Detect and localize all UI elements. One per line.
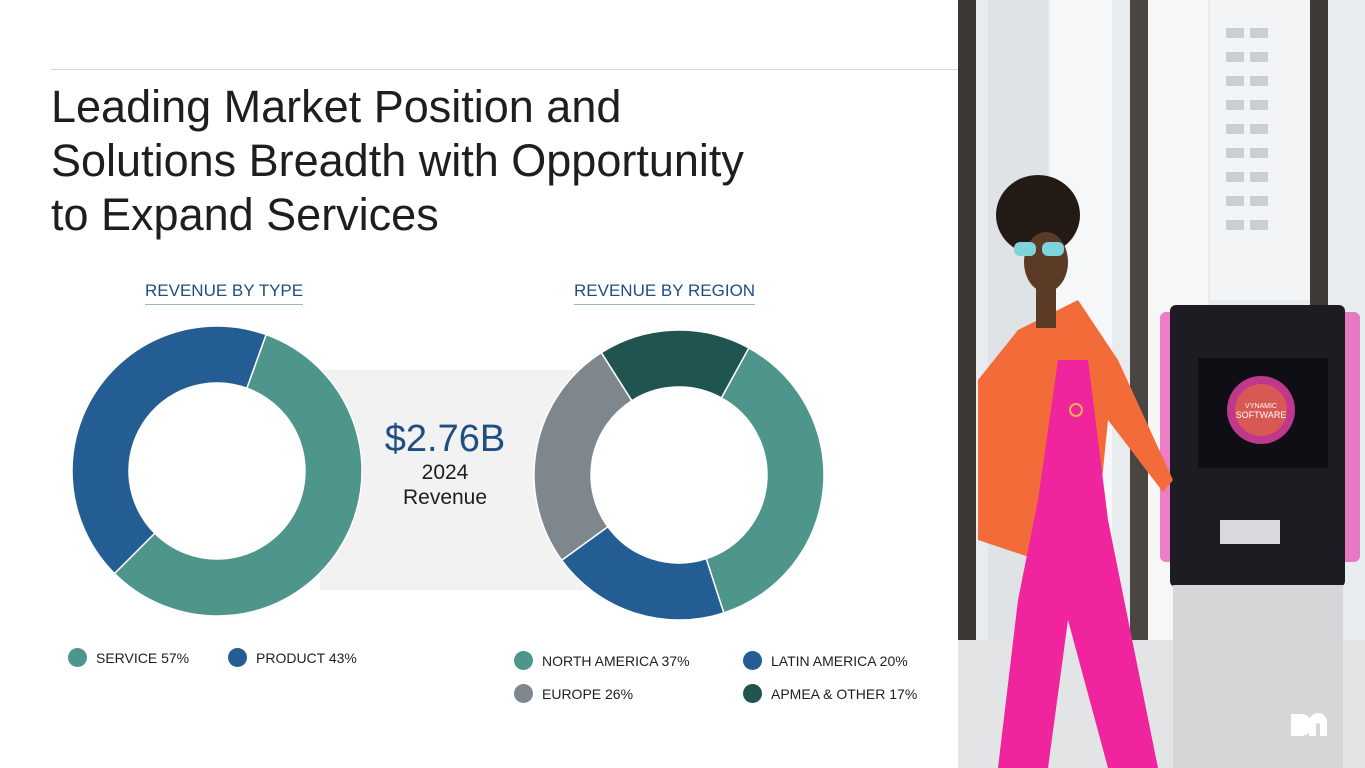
chart-title-revenue-by-region: REVENUE BY REGION	[574, 281, 756, 305]
donut-chart-revenue-by-type	[71, 325, 363, 617]
legend-item-product: PRODUCT 43%	[228, 648, 357, 667]
title-line: Solutions Breadth with Opportunity	[51, 135, 744, 186]
legend-swatch	[514, 651, 533, 670]
legend-label: PRODUCT 43%	[256, 649, 357, 666]
atm-screen-text: SOFTWARE	[1236, 410, 1287, 420]
revenue-amount: $2.76B	[384, 418, 506, 460]
legend-swatch	[743, 651, 762, 670]
title-line: to Expand Services	[51, 189, 439, 240]
legend-label: NORTH AMERICA 37%	[542, 652, 690, 669]
legend-label: EUROPE 26%	[542, 685, 634, 702]
chart-title-revenue-by-type: REVENUE BY TYPE	[145, 281, 304, 305]
legend-label: LATIN AMERICA 20%	[771, 652, 908, 669]
hero-photo-illustration: VYNAMIC SOFTWARE	[958, 0, 1365, 768]
legend-item-apmea-other: APMEA & OTHER 17%	[743, 684, 917, 703]
page-title: Leading Market Position and Solutions Br…	[51, 80, 811, 242]
donut-slice-apmea-other	[600, 329, 750, 402]
donut-slice-product	[71, 325, 268, 575]
legend-swatch	[743, 684, 762, 703]
donut-slice-europe	[533, 351, 633, 562]
legend-item-latin-america: LATIN AMERICA 20%	[743, 651, 908, 670]
legend-swatch	[68, 648, 87, 667]
atm-screen-text: VYNAMIC	[1245, 403, 1277, 410]
donut-slice-service	[113, 333, 363, 617]
legend-item-north-america: NORTH AMERICA 37%	[514, 651, 690, 670]
revenue-year: 2024	[421, 461, 469, 484]
legend-item-europe: EUROPE 26%	[514, 684, 633, 703]
revenue-label: Revenue	[402, 486, 488, 509]
legend-item-service: SERVICE 57%	[68, 648, 189, 667]
top-rule	[51, 69, 958, 70]
hero-photo: VYNAMIC SOFTWARE	[958, 0, 1365, 768]
legend-swatch	[514, 684, 533, 703]
legend-label: SERVICE 57%	[96, 649, 190, 666]
legend-label: APMEA & OTHER 17%	[771, 685, 918, 702]
legend-swatch	[228, 648, 247, 667]
donut-chart-revenue-by-region	[533, 329, 825, 621]
brand-logo	[1291, 713, 1327, 736]
title-line: Leading Market Position and	[51, 81, 622, 132]
donut-slice-north-america	[705, 346, 825, 614]
